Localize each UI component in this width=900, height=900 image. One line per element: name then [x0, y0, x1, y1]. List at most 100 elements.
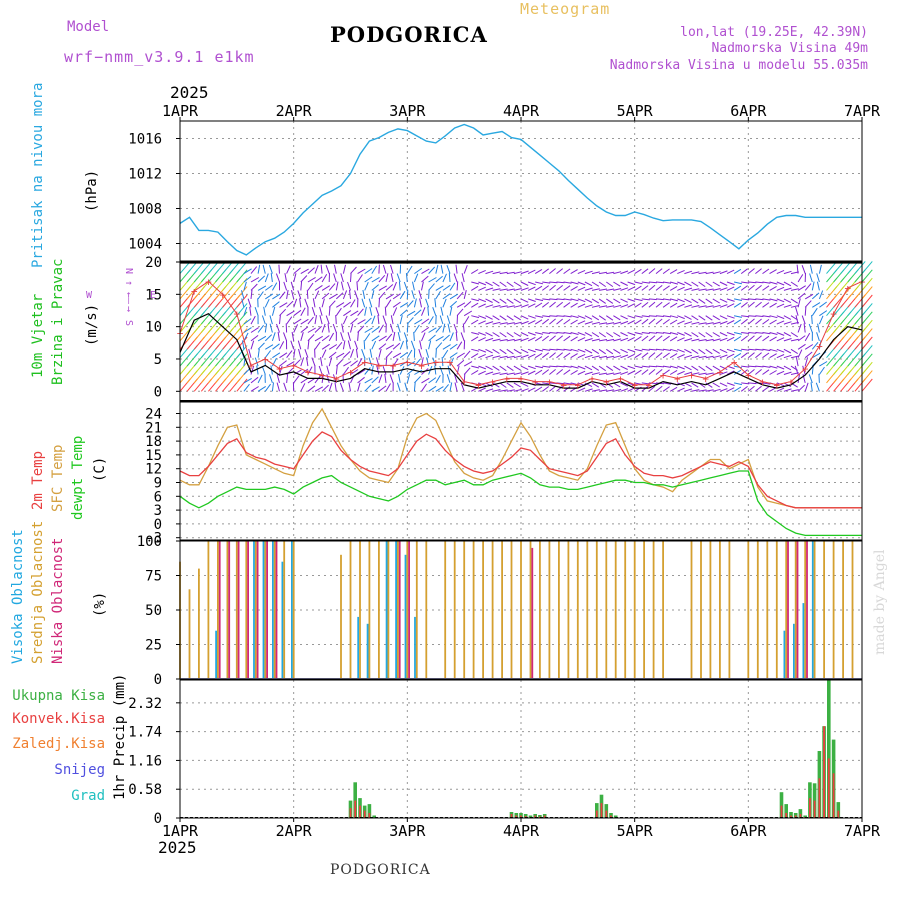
mid-cloud-bar [245, 541, 248, 679]
wind-arrow [684, 365, 692, 371]
wind-arrow [354, 340, 359, 350]
wind-arrow [790, 281, 798, 287]
precip-total-bar [836, 802, 841, 818]
wind-arrow [613, 321, 622, 325]
wind-arrow [613, 348, 621, 354]
temperature-axis-label-2: dewpt Temp [70, 436, 86, 520]
wind-arrow [264, 273, 269, 283]
precip-total-bar [613, 815, 618, 818]
wind-arrow [556, 301, 564, 308]
wind-arrow [435, 374, 441, 384]
wind-gust-marker: + [617, 372, 624, 385]
wind-gust-marker: + [532, 376, 539, 389]
wind-arrow [485, 388, 494, 392]
wind-arrow [471, 365, 480, 369]
wind-arrow [755, 318, 762, 325]
wind-key-south: S [123, 320, 134, 326]
wind-arrow [300, 307, 306, 316]
wind-arrow [293, 309, 302, 317]
wind-arrow [719, 320, 728, 325]
wind-arrow [663, 365, 672, 368]
wind-gust-marker: + [219, 288, 226, 301]
wind-arrow [397, 331, 401, 342]
wind-arrow [861, 261, 873, 274]
wind-arrow [769, 302, 777, 308]
wind-arrow [284, 273, 288, 283]
wind-arrow [340, 332, 344, 342]
wind-arrow [549, 385, 556, 392]
wind-arrow [634, 285, 642, 291]
wind-arrow [261, 365, 266, 375]
wind-arrow [478, 332, 487, 336]
wind-key-north: N [123, 268, 134, 274]
wind-arrow [382, 365, 387, 375]
wind-arrow [733, 386, 742, 392]
mid-cloud-bar [576, 541, 579, 679]
temperature-y-tick-label: 9 [154, 476, 162, 492]
pressure-series-line [179, 123, 862, 256]
wind-arrow [256, 365, 259, 375]
wind-arrow [243, 318, 252, 325]
wind-arrow [357, 319, 366, 325]
wind-arrow [300, 383, 306, 392]
wind-arrow [371, 335, 380, 342]
mid-cloud-bar [756, 541, 759, 679]
wind-arrow [442, 384, 449, 392]
wind-arrow [527, 365, 536, 370]
wind-arrow [363, 340, 366, 350]
wind-arrow [861, 319, 873, 333]
wind-arrow [384, 373, 387, 383]
wind-arrow [307, 385, 316, 392]
wind-arrow [542, 332, 551, 334]
wind-arrow [705, 355, 714, 359]
wind-arrow [427, 306, 430, 316]
wind-arrow [478, 281, 487, 286]
high-cloud-bar [414, 616, 416, 679]
wind-gust-marker: + [503, 372, 510, 385]
wind-arrow [243, 268, 252, 275]
wind-arrow [691, 348, 699, 355]
wind-arrow [269, 323, 273, 333]
wind-arrow [326, 374, 330, 384]
wind-arrow [570, 269, 578, 275]
wind-arrow [463, 367, 471, 375]
wind-arrow [627, 365, 636, 370]
wind-arrow [577, 286, 586, 291]
wind-arrow [776, 332, 785, 336]
wind-arrow [733, 268, 742, 275]
wind-arrow [250, 327, 259, 333]
wind-arrow [396, 273, 401, 283]
wind-arrow [392, 281, 397, 291]
wind-arrow [655, 268, 663, 274]
wind-arrow [577, 303, 586, 308]
wind-arrow [392, 331, 396, 341]
wind-arrow [599, 322, 608, 325]
wind-arrow [276, 323, 280, 333]
wind-arrow [790, 389, 799, 392]
wind-arrow [364, 268, 373, 275]
wind-arrow [591, 355, 600, 359]
wind-arrow [485, 337, 494, 342]
wind-arrow [328, 382, 333, 392]
wind-arrow [485, 315, 493, 320]
wind-arrow [705, 288, 714, 291]
wind-arrow [318, 365, 323, 375]
wind-arrow [570, 336, 578, 342]
wind-arrow [392, 365, 394, 375]
wind-arrow [570, 302, 578, 308]
wind-arrow [336, 352, 345, 359]
wind-arrow [499, 372, 508, 375]
wind-arrow [755, 348, 764, 351]
wind-arrow [648, 348, 657, 351]
wind-arrow [485, 348, 493, 354]
wind-arrow [811, 292, 820, 300]
wind-arrow [236, 328, 248, 342]
wind-arrow [733, 336, 742, 342]
wind-arrow [456, 302, 466, 308]
wind-arrow [439, 365, 444, 375]
mid-cloud-bar [235, 541, 238, 679]
wind-arrow [812, 302, 821, 308]
wind-arrow [541, 285, 550, 291]
wind-arrow [499, 298, 507, 304]
wind-arrow [570, 281, 579, 285]
